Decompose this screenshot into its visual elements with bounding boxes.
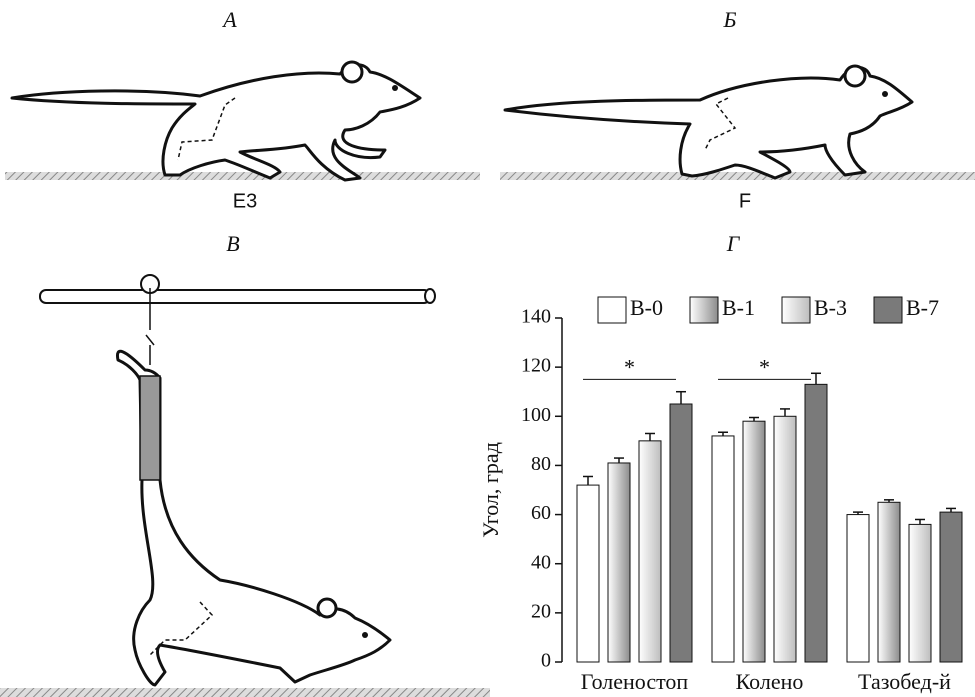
- significance-mark: *: [624, 354, 635, 379]
- legend-label: В-0: [630, 295, 663, 320]
- bar: [877, 501, 901, 663]
- y-tick-label: 20: [531, 600, 551, 622]
- rat-b: [500, 64, 975, 180]
- legend-swatch: [873, 296, 903, 324]
- bar: [804, 383, 828, 663]
- rat-a: [5, 60, 480, 182]
- bar: [846, 514, 870, 663]
- bar: [773, 415, 797, 663]
- y-tick-label: 60: [531, 502, 551, 524]
- bar-chart: Угол, град 0 20 40 60 80 100 120 140 В-0 В-1 В-3 В-…: [478, 295, 963, 694]
- legend-swatch: [689, 296, 719, 324]
- bar: [638, 440, 662, 663]
- legend-label: В-3: [814, 295, 847, 320]
- bar: [576, 484, 600, 663]
- y-axis-label: Угол, град: [478, 442, 503, 538]
- x-tick-label: Колено: [736, 669, 804, 694]
- bar: [669, 403, 693, 663]
- legend-label: В-1: [722, 295, 755, 320]
- y-tick-label: 0: [541, 650, 551, 672]
- legend-swatch: [781, 296, 811, 324]
- y-tick-label: 80: [531, 453, 551, 475]
- bar: [742, 420, 766, 663]
- panel-label: Б: [723, 7, 737, 32]
- panel-label: В: [226, 231, 239, 256]
- panel-caption: E3: [233, 190, 257, 212]
- y-tick-label: 100: [521, 404, 551, 426]
- y-tick-label: 40: [531, 551, 551, 573]
- bar: [607, 462, 631, 663]
- panel-caption: F: [739, 190, 751, 212]
- bar: [908, 523, 932, 663]
- y-tick-label: 140: [521, 306, 551, 328]
- x-tick-label: Тазобед-й: [858, 669, 951, 694]
- bar: [711, 435, 735, 663]
- panel-label: А: [221, 7, 237, 32]
- panel-label: Г: [726, 231, 741, 256]
- legend-label: В-7: [906, 295, 939, 320]
- x-tick-label: Голеностоп: [581, 669, 689, 694]
- significance-mark: *: [759, 354, 770, 379]
- rat-hanging: [0, 274, 490, 697]
- y-tick-label: 120: [521, 355, 551, 377]
- bar: [939, 511, 963, 663]
- legend-swatch: [597, 296, 627, 324]
